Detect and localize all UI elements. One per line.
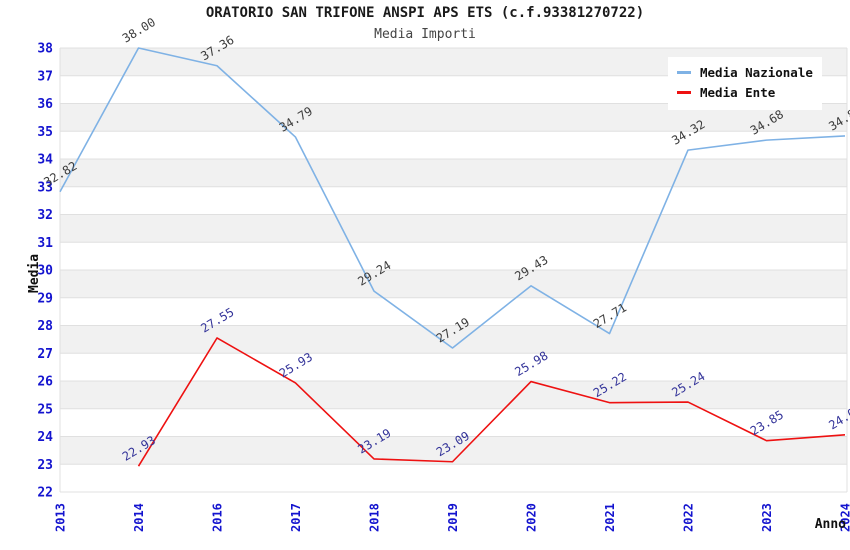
data-label-media-ente: 25.93 [277, 350, 315, 381]
y-tick-label: 32 [37, 208, 53, 223]
legend-item-media-nazionale: Media Nazionale [677, 65, 813, 80]
y-tick-label: 34 [37, 153, 53, 168]
y-tick-label: 37 [37, 69, 53, 84]
y-tick-label: 33 [37, 180, 53, 195]
grid-band [60, 325, 847, 354]
data-label-media-nazionale: 38.00 [120, 15, 158, 46]
x-tick-label: 2023 [760, 503, 774, 532]
x-axis-title: Anno [815, 517, 846, 532]
legend-swatch-icon [677, 71, 691, 74]
x-tick-label: 2013 [54, 503, 68, 532]
y-tick-label: 23 [37, 458, 53, 473]
grid-band [60, 381, 847, 409]
y-tick-label: 24 [37, 430, 53, 445]
y-tick-label: 38 [37, 42, 53, 57]
chart-subtitle: Media Importi [374, 27, 476, 42]
x-tick-label: 2019 [446, 503, 460, 532]
x-tick-label: 2017 [289, 503, 303, 532]
grid-band [60, 214, 847, 243]
y-tick-label: 36 [37, 97, 53, 112]
y-tick-label: 22 [37, 486, 53, 501]
data-label-media-ente: 23.85 [748, 408, 786, 439]
legend-swatch-icon [677, 91, 691, 94]
legend-item-media-ente: Media Ente [677, 85, 813, 100]
legend-label: Media Nazionale [700, 65, 813, 80]
legend: Media Nazionale Media Ente [668, 57, 822, 110]
x-tick-label: 2014 [132, 503, 146, 532]
grid-band [60, 270, 847, 298]
x-tick-label: 2022 [682, 503, 696, 532]
x-tick-label: 2020 [525, 503, 539, 532]
series-line-media-nazionale [59, 47, 846, 349]
chart-title: ORATORIO SAN TRIFONE ANSPI APS ETS (c.f.… [205, 5, 645, 21]
y-axis-title: Media [27, 254, 42, 293]
x-tick-label: 2018 [368, 503, 382, 532]
y-tick-label: 31 [37, 236, 53, 251]
x-tick-label: 2021 [603, 503, 617, 532]
x-tick-label: 2016 [211, 503, 225, 532]
y-tick-label: 29 [37, 291, 53, 306]
y-tick-label: 30 [37, 264, 53, 279]
legend-label: Media Ente [700, 85, 776, 100]
y-tick-label: 26 [37, 375, 53, 390]
x-tick-label: 2024 [839, 503, 850, 532]
grid-band [60, 159, 847, 187]
series-line-media-ente [137, 337, 846, 467]
y-tick-label: 28 [37, 319, 53, 334]
y-tick-label: 27 [37, 347, 53, 362]
y-tick-label: 25 [37, 402, 53, 417]
y-tick-label: 35 [37, 125, 53, 140]
